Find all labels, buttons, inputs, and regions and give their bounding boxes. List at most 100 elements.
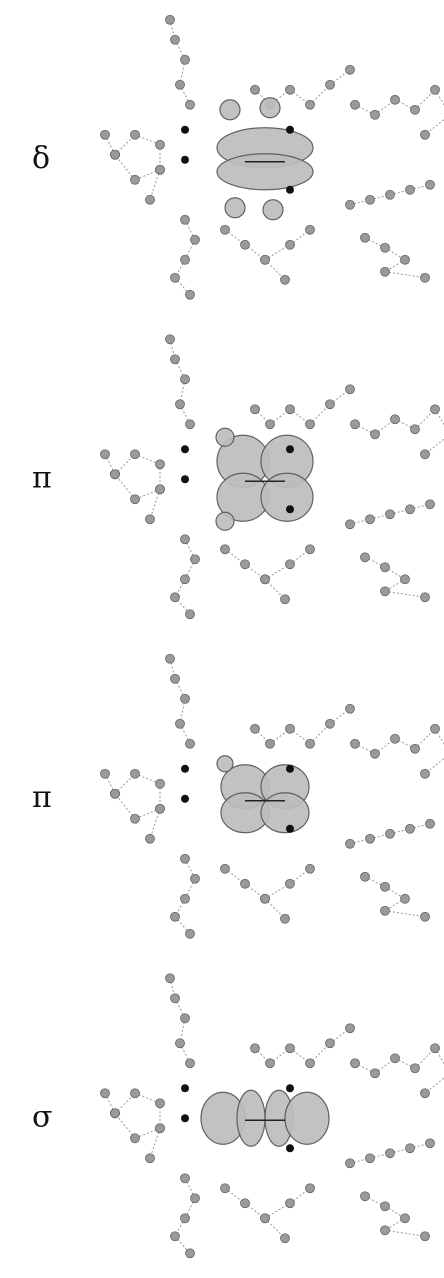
- atom: [186, 610, 195, 619]
- atom: [431, 1044, 440, 1053]
- atom: [401, 255, 410, 264]
- atom: [146, 834, 155, 843]
- atom: [351, 1059, 360, 1068]
- dark-atom: [181, 1084, 189, 1092]
- dark-atom: [181, 126, 189, 134]
- orbital-lobe: [216, 428, 234, 446]
- atom: [386, 829, 395, 838]
- atom: [166, 974, 175, 983]
- atom: [101, 130, 110, 139]
- dark-atom: [181, 795, 189, 803]
- atom: [181, 535, 190, 544]
- dark-atom: [286, 126, 294, 134]
- atom: [156, 1124, 165, 1133]
- atom: [346, 385, 355, 394]
- atom: [281, 595, 290, 604]
- atom: [366, 515, 375, 524]
- atom: [326, 400, 335, 409]
- atom: [131, 769, 140, 778]
- atom: [221, 545, 230, 554]
- dark-atom: [286, 186, 294, 194]
- atom: [186, 1059, 195, 1068]
- atom: [101, 769, 110, 778]
- atom: [431, 405, 440, 414]
- dark-atom: [286, 445, 294, 453]
- atom: [361, 233, 370, 242]
- atom: [306, 864, 315, 873]
- atom: [406, 185, 415, 194]
- atom: [386, 510, 395, 519]
- atom: [171, 35, 180, 44]
- dark-atom: [286, 765, 294, 773]
- atom: [156, 779, 165, 788]
- atom: [171, 273, 180, 282]
- atom: [286, 560, 295, 569]
- atom: [306, 739, 315, 748]
- atom: [306, 1059, 315, 1068]
- atom: [146, 1154, 155, 1163]
- atom: [366, 195, 375, 204]
- atom: [171, 912, 180, 921]
- atom: [286, 724, 295, 733]
- atom: [191, 874, 200, 883]
- atom: [411, 105, 420, 114]
- atom: [351, 100, 360, 109]
- atom: [286, 85, 295, 94]
- atom: [431, 724, 440, 733]
- atom: [426, 1139, 435, 1148]
- orbital-lobe: [217, 756, 233, 772]
- orbital-label: π: [32, 780, 52, 815]
- atom: [401, 575, 410, 584]
- atom: [351, 420, 360, 429]
- dark-atom: [181, 475, 189, 483]
- atom: [156, 140, 165, 149]
- orbital-lobe: [217, 154, 313, 190]
- atom: [101, 450, 110, 459]
- atom: [176, 719, 185, 728]
- atom: [361, 872, 370, 881]
- atom: [171, 994, 180, 1003]
- atom: [176, 80, 185, 89]
- atom: [421, 1089, 430, 1098]
- atom: [261, 255, 270, 264]
- atom: [251, 85, 260, 94]
- atom: [261, 575, 270, 584]
- atom: [306, 225, 315, 234]
- atom: [431, 85, 440, 94]
- atom: [346, 520, 355, 529]
- atom: [171, 355, 180, 364]
- orbital-lobe: [261, 473, 313, 521]
- atom: [186, 100, 195, 109]
- atom: [421, 1232, 430, 1241]
- atom: [346, 839, 355, 848]
- atom: [266, 739, 275, 748]
- panel: [101, 335, 444, 619]
- panel: [101, 654, 444, 938]
- atom: [156, 804, 165, 813]
- atom: [391, 95, 400, 104]
- dark-atom: [286, 1144, 294, 1152]
- atom: [371, 1069, 380, 1078]
- atom: [421, 593, 430, 602]
- orbital-lobe: [263, 200, 283, 220]
- atom: [146, 515, 155, 524]
- atom: [421, 130, 430, 139]
- atom: [131, 814, 140, 823]
- atom: [411, 744, 420, 753]
- atom: [346, 704, 355, 713]
- atom: [371, 749, 380, 758]
- atom: [101, 1089, 110, 1098]
- atom: [191, 555, 200, 564]
- atom: [391, 415, 400, 424]
- atom: [346, 200, 355, 209]
- atom: [286, 879, 295, 888]
- orbital-lobe: [220, 100, 240, 120]
- orbital-label: δ: [32, 141, 50, 176]
- atom: [251, 1044, 260, 1053]
- dark-atom: [286, 1084, 294, 1092]
- orbital-lobe: [216, 512, 234, 530]
- atom: [146, 195, 155, 204]
- bond: [385, 591, 425, 597]
- atom: [221, 864, 230, 873]
- atom: [381, 906, 390, 915]
